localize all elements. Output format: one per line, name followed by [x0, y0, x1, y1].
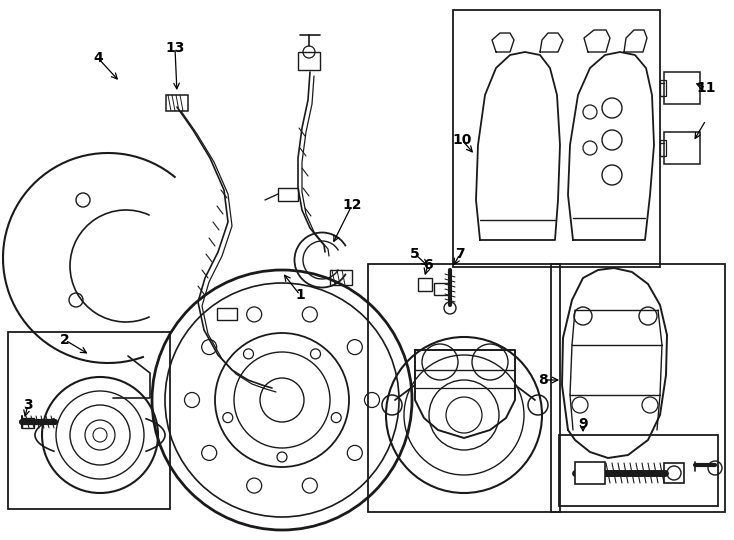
Bar [453, 10, 660, 267]
Text: 6: 6 [424, 258, 433, 272]
Text: 12: 12 [342, 198, 362, 212]
Bar [368, 264, 560, 512]
Text: 8: 8 [538, 373, 548, 387]
Text: 5: 5 [410, 247, 420, 261]
Bar [660, 140, 666, 156]
Bar [217, 308, 237, 320]
Bar [8, 332, 170, 509]
Text: 7: 7 [455, 247, 465, 261]
Bar [575, 462, 605, 484]
Bar [278, 188, 298, 201]
Bar [551, 264, 725, 512]
Text: 9: 9 [578, 417, 588, 431]
Text: 2: 2 [60, 333, 70, 347]
Text: 13: 13 [165, 41, 185, 55]
Bar [660, 80, 666, 96]
Text: 3: 3 [23, 398, 33, 412]
Text: 4: 4 [93, 51, 103, 65]
Bar [664, 132, 700, 164]
Bar [166, 95, 188, 111]
Bar [418, 278, 432, 291]
Text: 1: 1 [295, 288, 305, 302]
Text: 11: 11 [697, 81, 716, 95]
Bar [434, 283, 450, 295]
Bar [330, 270, 352, 285]
Bar [298, 52, 320, 70]
Bar [664, 463, 684, 483]
Bar [22, 418, 34, 428]
Text: 10: 10 [452, 133, 472, 147]
Bar [559, 435, 718, 506]
Bar [664, 72, 700, 104]
